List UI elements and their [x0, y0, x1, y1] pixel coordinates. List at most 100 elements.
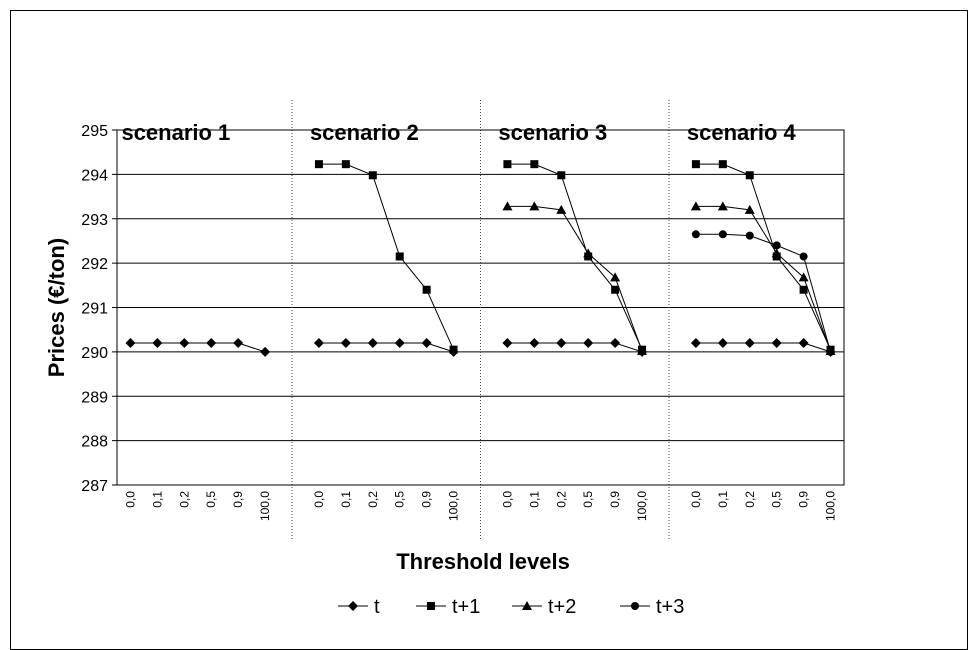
data-point-t	[421, 338, 432, 348]
x-tick-label: 100,0	[635, 491, 649, 521]
data-point-tplus1	[611, 285, 620, 294]
x-tick-label: 0,0	[123, 491, 137, 508]
data-point-tplus1	[557, 171, 566, 180]
line-chart: 287 288 289 290 291 292 293 294 295 0,0 0,1 0,2 0,5 0…	[44, 100, 845, 618]
data-point-tplus1	[718, 160, 727, 169]
data-point-t	[206, 338, 217, 348]
data-point-tplus2	[529, 201, 540, 211]
x-tick-label: 0,1	[339, 491, 353, 508]
series-line-t	[507, 342, 643, 353]
data-point-t	[394, 338, 405, 348]
y-tick-label: 293	[81, 212, 108, 229]
data-point-tplus1	[395, 252, 404, 261]
series-line-tplus1	[318, 163, 455, 350]
legend-label: t	[374, 596, 380, 618]
x-tick-label: 0,5	[770, 491, 784, 508]
legend-marker	[348, 601, 358, 611]
x-tick-label: 100,0	[258, 491, 272, 521]
data-point-tplus1	[341, 160, 350, 169]
y-tick-label: 290	[81, 345, 108, 362]
data-point-tplus2	[690, 201, 701, 211]
axes	[112, 129, 845, 486]
scenario-title: scenario 3	[498, 120, 607, 145]
y-tick-label: 295	[81, 123, 108, 140]
legend-label: t+1	[452, 596, 480, 618]
data-point-t	[744, 338, 755, 348]
x-tick-label: 0,2	[366, 491, 380, 508]
x-tick-label: 0,5	[204, 491, 218, 508]
data-point-tplus2	[583, 248, 594, 258]
x-axis-label: Threshold levels	[396, 549, 570, 574]
x-tick-label: 0,2	[177, 491, 191, 508]
series-line-tplus3	[695, 233, 832, 353]
data-point-tplus3	[745, 231, 754, 240]
legend-marker	[427, 602, 435, 610]
data-point-tplus2	[744, 204, 755, 214]
data-point-tplus2	[610, 272, 621, 282]
data-point-tplus1	[799, 285, 808, 294]
data-point-tplus1	[449, 345, 458, 354]
series-line-tplus2	[507, 205, 643, 352]
y-tick-label: 291	[81, 301, 108, 318]
x-tick-label: 0,0	[500, 491, 514, 508]
x-tick-label: 0,9	[231, 491, 245, 508]
series-layer	[125, 160, 836, 357]
data-point-tplus1	[314, 160, 323, 169]
data-point-tplus2	[798, 272, 809, 282]
data-point-tplus3	[799, 252, 808, 261]
data-point-tplus2	[717, 201, 728, 211]
x-tick-label: 100,0	[447, 491, 461, 521]
data-point-tplus2	[637, 345, 648, 355]
data-point-t	[313, 338, 324, 348]
x-tick-label: 0,1	[527, 491, 541, 508]
x-tick-label: 0,9	[797, 491, 811, 508]
data-point-tplus1	[530, 160, 539, 169]
data-point-tplus1	[691, 160, 700, 169]
series-line-tplus1	[695, 163, 831, 350]
data-point-tplus1	[745, 171, 754, 180]
data-point-tplus3	[718, 230, 727, 239]
legend-label: t+2	[548, 596, 576, 618]
series-line-tplus1	[507, 163, 643, 350]
y-tick-label: 292	[81, 256, 108, 273]
data-point-t	[233, 338, 244, 348]
data-point-t	[367, 338, 378, 348]
x-tick-label: 0,0	[689, 491, 703, 508]
x-tick-label: 0,1	[150, 491, 164, 508]
series-line-tplus2	[695, 205, 832, 352]
y-tick-label: 294	[81, 167, 108, 184]
scenario-title: scenario 1	[121, 120, 230, 145]
legend-marker	[631, 602, 639, 610]
scenario-title: scenario 2	[310, 120, 419, 145]
legend-marker	[522, 601, 532, 610]
x-tick-label: 0,1	[716, 491, 730, 508]
data-point-t	[529, 338, 540, 348]
grid-lines	[117, 173, 844, 442]
y-tick-label: 288	[81, 434, 108, 451]
data-point-t	[125, 338, 136, 348]
y-tick-label: 289	[81, 389, 108, 406]
data-point-tplus2	[556, 204, 567, 214]
data-point-t	[502, 338, 513, 348]
data-point-t	[260, 346, 271, 357]
x-tick-label: 0,2	[743, 491, 757, 508]
series-line-t	[695, 342, 831, 353]
data-point-tplus1	[368, 171, 377, 180]
x-tick-label: 0,2	[554, 491, 568, 508]
x-tick-label: 0,0	[312, 491, 326, 508]
x-tick-label: 0,5	[393, 491, 407, 508]
data-point-tplus3	[772, 241, 781, 250]
series-line-t	[130, 342, 266, 353]
data-point-t	[556, 338, 567, 348]
data-point-t	[152, 338, 163, 348]
data-point-tplus2	[771, 248, 782, 258]
y-tick-label: 287	[81, 478, 108, 495]
data-point-tplus3	[826, 347, 835, 356]
series-line-t	[318, 342, 454, 353]
data-point-t	[798, 338, 809, 348]
data-point-t	[717, 338, 728, 348]
data-point-t	[771, 338, 782, 348]
data-point-tplus3	[691, 230, 700, 239]
data-point-t	[583, 338, 594, 348]
data-point-t	[610, 338, 621, 348]
